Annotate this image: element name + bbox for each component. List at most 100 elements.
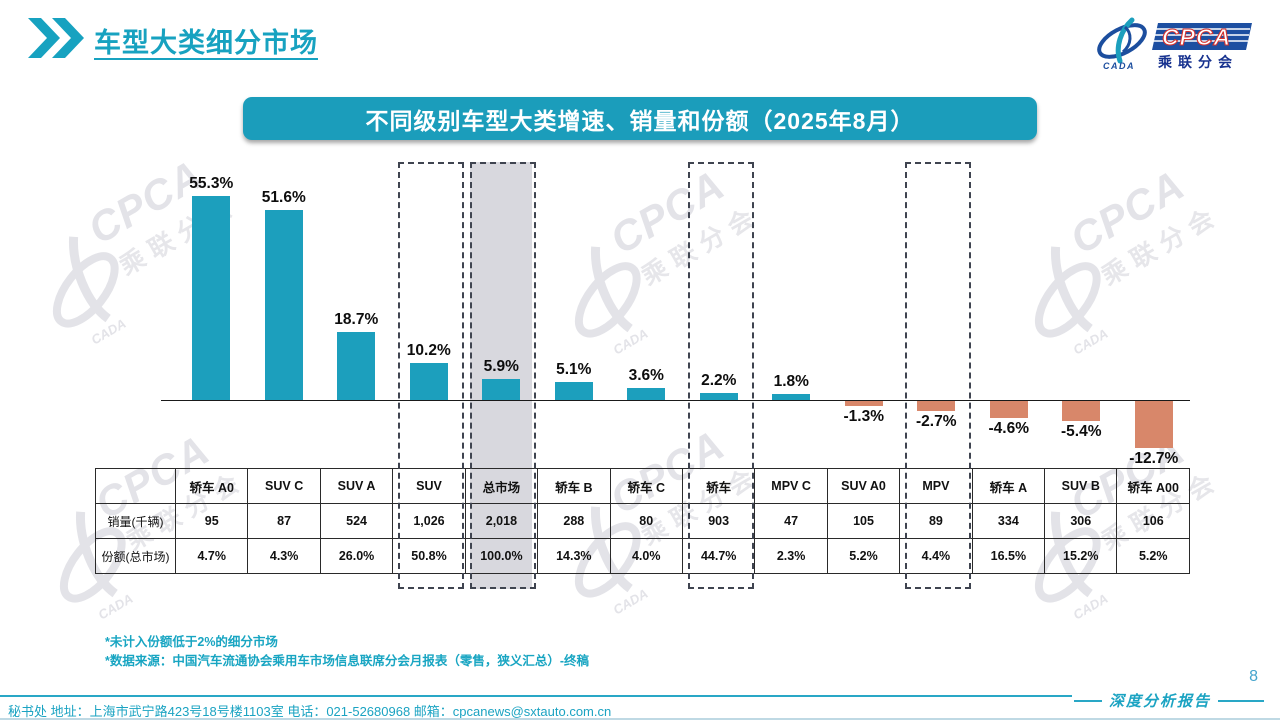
table-row: 销量(千辆) 95 87 524 1,026 2,018 288 80 903 47 105 89 33… xyxy=(95,503,1190,539)
table-header-cell: SUV xyxy=(392,468,466,504)
table-cell: 2.3% xyxy=(754,538,828,574)
bar-column: 55.3% xyxy=(175,156,248,461)
table-cell: 26.0% xyxy=(319,538,394,574)
table-cell: 95 xyxy=(174,503,249,539)
growth-bar xyxy=(337,331,376,401)
table-cell: 306 xyxy=(1044,503,1118,539)
table-cell: 87 xyxy=(247,503,321,539)
growth-bar xyxy=(772,394,811,401)
growth-bar xyxy=(482,379,521,401)
table-cell: 4.3% xyxy=(247,538,321,574)
table-cell: 50.8% xyxy=(392,538,466,574)
slide-header: 车型大类细分市场 xyxy=(28,18,318,63)
table-header-cell: 轿车 A0 xyxy=(174,468,249,504)
table-cell: 4.4% xyxy=(899,538,973,574)
bar-value-label: 10.2% xyxy=(406,342,451,360)
growth-bar xyxy=(554,382,593,401)
growth-bar xyxy=(627,387,666,401)
logo-cpca-block: CPCA xyxy=(1152,23,1252,51)
table-cell: 2,018 xyxy=(464,503,539,539)
table-row: 份额(总市场) 4.7% 4.3% 26.0% 50.8% 100.0% 14.3% 4.0%… xyxy=(95,538,1190,574)
growth-chart: 55.3% 51.6% 18.7% 10.2% 5.9% 5.1% 3.6% 2.2% 1.8%… xyxy=(161,156,1191,467)
bar-column: 18.7% xyxy=(320,156,393,461)
footnotes: *未计入份额低于2%的细分市场 *数据来源：中国汽车流通协会乘用车市场信息联席分… xyxy=(105,633,589,671)
chart-columns: 55.3% 51.6% 18.7% 10.2% 5.9% 5.1% 3.6% 2.2% 1.8%… xyxy=(175,156,1191,467)
table-header-cell: 轿车 A xyxy=(971,468,1046,504)
report-dash-right xyxy=(1218,699,1264,702)
table-cell: 524 xyxy=(319,503,394,539)
bar-column: 51.6% xyxy=(248,156,321,461)
bar-value-label: 3.6% xyxy=(628,366,664,384)
growth-bar xyxy=(1134,401,1173,448)
bar-value-label: -1.3% xyxy=(843,407,885,425)
bar-value-label: 5.9% xyxy=(483,358,519,376)
chart-title: 不同级别车型大类增速、销量和份额（2025年8月） xyxy=(365,107,915,134)
table-header-cell: SUV B xyxy=(1044,468,1118,504)
plot-area: 55.3% 51.6% 18.7% 10.2% 5.9% 5.1% 3.6% 2.2% 1.8%… xyxy=(95,156,1191,589)
svg-text:CADA: CADA xyxy=(95,591,135,623)
table-cell: 89 xyxy=(899,503,973,539)
data-table: 轿车 A0 SUV C SUV A SUV 总市场 轿车 B 轿车 C 轿车 MPV C SUV … xyxy=(95,468,1190,574)
table-cell: 4.7% xyxy=(174,538,249,574)
report-dash-left xyxy=(1073,699,1102,702)
bar-column: 3.6% xyxy=(610,156,683,461)
bar-value-label: -12.7% xyxy=(1129,449,1179,467)
bar-column: 1.8% xyxy=(755,156,828,461)
bar-value-label: 1.8% xyxy=(773,373,809,391)
table-header-cell: 总市场 xyxy=(464,468,539,504)
growth-bar xyxy=(192,196,231,401)
svg-text:CADA: CADA xyxy=(1070,591,1110,623)
footer-rule xyxy=(0,695,1105,697)
growth-bar xyxy=(917,401,956,411)
growth-bar xyxy=(264,210,303,401)
table-header-row: 轿车 A0 SUV C SUV A SUV 总市场 轿车 B 轿车 C 轿车 MPV C SUV … xyxy=(95,468,1190,504)
table-cell: 14.3% xyxy=(537,538,611,574)
bar-column: -2.7% xyxy=(900,156,973,461)
table-corner-cell xyxy=(95,468,176,504)
table-cell: 334 xyxy=(971,503,1046,539)
bar-column: -5.4% xyxy=(1045,156,1118,461)
bar-value-label: -5.4% xyxy=(1061,422,1102,440)
table-header-cell: SUV C xyxy=(247,468,321,504)
table-cell: 5.2% xyxy=(1116,538,1190,574)
table-cell: 4.0% xyxy=(609,538,683,574)
growth-bar xyxy=(409,363,448,401)
table-header-cell: MPV xyxy=(899,468,973,504)
page-number: 8 xyxy=(1249,668,1258,685)
cpca-logo: CADA CPCA 乘联分会 xyxy=(1094,16,1252,75)
table-header-cell: SUV A0 xyxy=(826,468,901,504)
growth-bar xyxy=(989,401,1028,419)
table-cell: 903 xyxy=(681,503,756,539)
svg-text:CADA: CADA xyxy=(610,586,650,618)
bar-column: 2.2% xyxy=(683,156,756,461)
table-cell: 44.7% xyxy=(681,538,756,574)
bar-value-label: -2.7% xyxy=(916,412,957,430)
footnote-1: *未计入份额低于2%的细分市场 xyxy=(105,635,278,649)
svg-text:CADA: CADA xyxy=(1103,61,1135,70)
report-type-label: 深度分析报告 xyxy=(1108,694,1211,710)
table-header-cell: 轿车 A00 xyxy=(1116,468,1190,504)
bottom-strip xyxy=(0,718,1280,720)
growth-bar xyxy=(1062,401,1101,421)
table-cell: 1,026 xyxy=(392,503,466,539)
table-header-cell: MPV C xyxy=(754,468,828,504)
table-cell: 5.2% xyxy=(826,538,901,574)
report-type-row: 深度分析报告 xyxy=(1071,690,1266,711)
table-header-cell: 轿车 B xyxy=(537,468,611,504)
logo-subtitle: 乘联分会 xyxy=(1157,54,1238,70)
table-cell: 80 xyxy=(609,503,683,539)
bar-column: -12.7% xyxy=(1118,156,1191,467)
table-cell: 100.0% xyxy=(464,538,539,574)
row-label-cell: 份额(总市场) xyxy=(95,538,176,574)
bar-value-label: 55.3% xyxy=(189,175,234,193)
svg-text:CPCA: CPCA xyxy=(1162,24,1231,50)
bar-value-label: 2.2% xyxy=(701,371,737,389)
row-label-cell: 销量(千辆) xyxy=(95,503,176,539)
page-title-link[interactable]: 车型大类细分市场 xyxy=(94,28,318,58)
growth-bar xyxy=(844,401,883,406)
table-header-cell: 轿车 xyxy=(681,468,756,504)
bar-value-label: -4.6% xyxy=(988,420,1030,438)
table-cell: 288 xyxy=(537,503,611,539)
bar-value-label: 18.7% xyxy=(334,310,379,328)
